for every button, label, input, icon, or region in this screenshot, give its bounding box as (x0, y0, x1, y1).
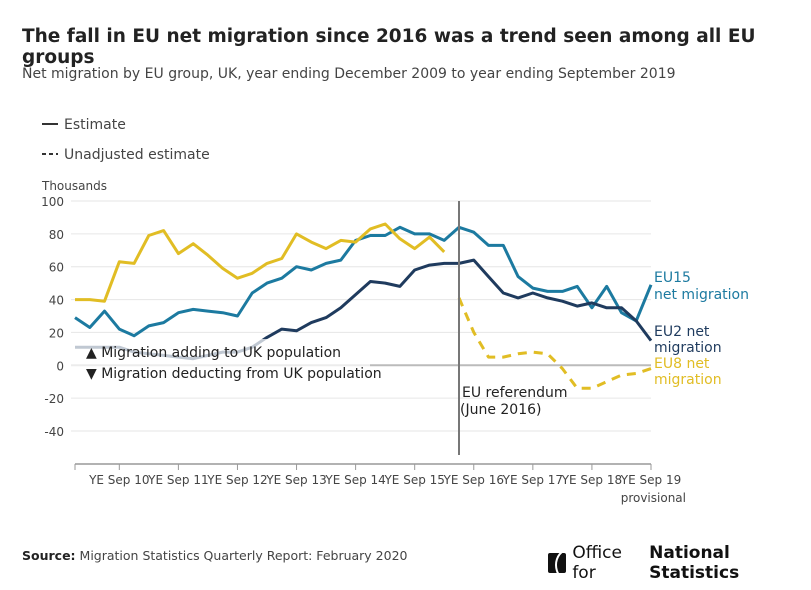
direction-legend-box (70, 339, 370, 385)
x-tick-label: YE Sep 18 (561, 473, 622, 487)
x-tick-label: YE Sep 17 (502, 473, 563, 487)
logo-text-regular: Office for (572, 543, 622, 583)
y-tick-label: 100 (41, 195, 64, 209)
eu15-label-line2: net migration (654, 287, 749, 303)
eu8-label-line2: migration (654, 372, 722, 388)
x-tick-note: provisional (621, 491, 686, 505)
series-line-eu15-net-migration (74, 225, 653, 338)
referendum-annotation-line1: EU referendum (462, 385, 567, 401)
ons-logo: Office for National Statistics (548, 543, 811, 583)
y-tick-label: 80 (49, 228, 64, 242)
x-tick-label: YE Sep 12 (206, 473, 267, 487)
y-tick-label: 0 (56, 359, 64, 373)
direction-deducting-label: ▼ Migration deducting from UK population (86, 366, 382, 382)
logo-text-bold: National Statistics (649, 543, 740, 583)
eu15-label-line1: EU15 (654, 270, 691, 286)
series-line-eu8-net-migration (75, 222, 446, 303)
x-tick-label: YE Sep 14 (324, 473, 385, 487)
x-tick-label: YE Sep 15 (383, 473, 444, 487)
y-axis-label: Thousands (41, 179, 107, 193)
eu2-label-line1: EU2 net (654, 324, 710, 340)
direction-adding-label: ▲ Migration adding to UK population (86, 345, 341, 361)
y-tick-label: 20 (49, 326, 64, 340)
referendum-annotation-line2: (June 2016) (460, 402, 542, 418)
ons-logo-icon (548, 553, 567, 573)
legend-unadjusted: Unadjusted estimate (64, 147, 210, 163)
source-text: Migration Statistics Quarterly Report: F… (79, 548, 408, 563)
x-tick-label: YE Sep 19 (620, 473, 681, 487)
y-tick-label: -40 (44, 425, 64, 439)
source-note: Source: Migration Statistics Quarterly R… (22, 548, 408, 563)
eu8-label-line1: EU8 net (654, 356, 710, 372)
chart-title: The fall in EU net migration since 2016 … (22, 26, 756, 68)
legend: Estimate Unadjusted estimate (42, 117, 210, 163)
legend-estimate: Estimate (64, 117, 126, 133)
y-tick-label: -20 (44, 392, 64, 406)
x-tick-label: YE Sep 13 (265, 473, 326, 487)
y-tick-label: 60 (49, 261, 64, 275)
x-tick-label: YE Sep 10 (88, 473, 149, 487)
eu2-label-line2: migration (654, 340, 722, 356)
source-label: Source: (22, 548, 76, 563)
series-labels: EU15 net migration EU2 net migration EU8… (654, 270, 749, 388)
series-line-eu8-net-migration-unadjusted- (457, 297, 652, 390)
chart-subtitle: Net migration by EU group, UK, year endi… (22, 66, 676, 82)
y-tick-label: 40 (49, 294, 64, 308)
x-tick-label: YE Sep 11 (147, 473, 208, 487)
x-tick-label: YE Sep 16 (443, 473, 504, 487)
